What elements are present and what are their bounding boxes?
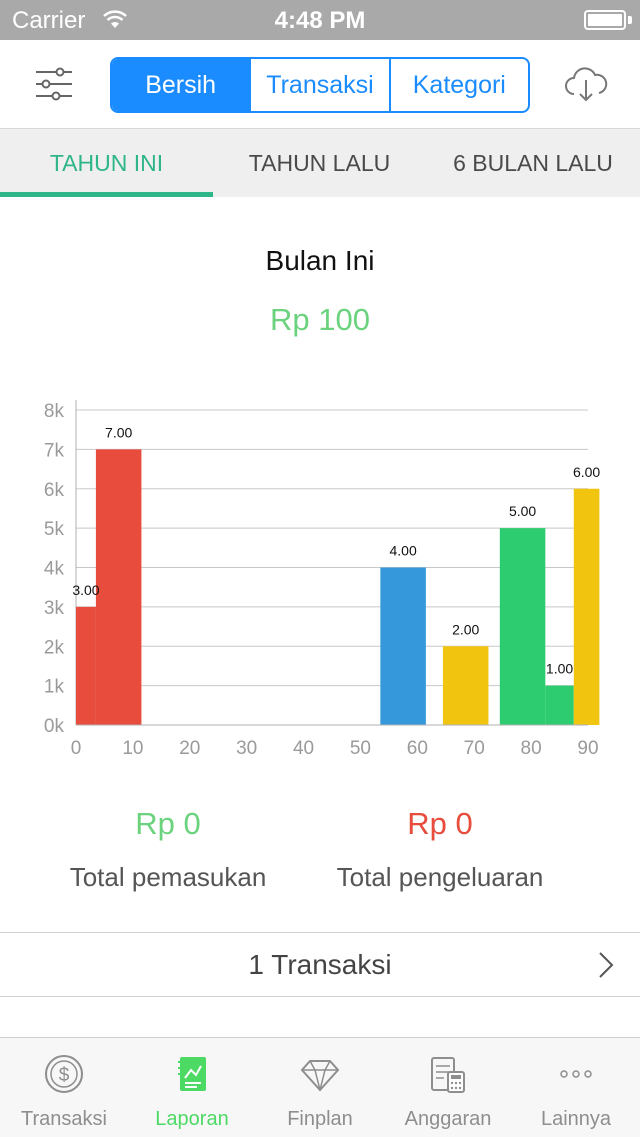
- svg-text:$: $: [59, 1065, 70, 1086]
- chart-bar: [76, 606, 96, 725]
- y-tick-label: 0k: [44, 716, 65, 737]
- income-amount: Rp 0: [135, 806, 201, 841]
- cloud-download-icon[interactable]: [562, 64, 610, 104]
- y-tick-label: 7k: [44, 440, 65, 461]
- y-tick-label: 4k: [44, 559, 65, 580]
- expense-label: Total pengeluaran: [336, 862, 544, 892]
- expense-amount: Rp 0: [407, 806, 473, 841]
- report-icon: [178, 1057, 206, 1091]
- bar-value-label: 4.00: [389, 543, 416, 559]
- y-tick-label: 5k: [44, 519, 65, 540]
- period-tabs: TAHUN INI TAHUN LALU 6 BULAN LALU: [0, 129, 640, 197]
- x-tick-label: 90: [577, 738, 598, 759]
- battery-icon: [584, 10, 626, 30]
- tab-transaksi[interactable]: $ Transaksi: [0, 1038, 128, 1137]
- bar-value-label: 5.00: [509, 503, 536, 519]
- tab-tahun-lalu[interactable]: TAHUN LALU: [248, 149, 391, 176]
- x-tick-label: 60: [407, 738, 428, 759]
- chevron-right-icon: [599, 952, 614, 978]
- segment-kategori[interactable]: Kategori: [388, 59, 528, 111]
- x-tick-label: 10: [122, 738, 143, 759]
- x-tick-label: 0: [71, 738, 82, 759]
- bar-value-label: 7.00: [105, 424, 132, 440]
- tab-transaksi-label: Transaksi: [21, 1108, 107, 1130]
- status-bar: Carrier 4:48 PM: [0, 0, 640, 40]
- y-tick-label: 8k: [44, 401, 65, 422]
- more-dots-icon: [560, 1070, 592, 1078]
- y-tick-label: 3k: [44, 598, 65, 619]
- bar-value-label: 3.00: [72, 582, 99, 598]
- x-tick-label: 50: [350, 738, 371, 759]
- x-tick-label: 70: [464, 738, 485, 759]
- tab-anggaran[interactable]: Anggaran: [384, 1038, 512, 1137]
- chart-bar: [95, 449, 142, 725]
- tab-finplan[interactable]: Finplan: [256, 1038, 384, 1137]
- tab-anggaran-label: Anggaran: [404, 1108, 492, 1130]
- diamond-icon: [300, 1060, 340, 1092]
- chart-bar: [442, 646, 489, 725]
- x-tick-label: 30: [236, 738, 257, 759]
- transactions-count-label: 1 Transaksi: [248, 949, 392, 980]
- y-tick-label: 2k: [44, 637, 65, 658]
- summary-amount: Rp 100: [270, 302, 370, 337]
- bar-value-label: 1.00: [546, 661, 573, 677]
- y-tick-label: 1k: [44, 677, 65, 698]
- tab-lainnya-label: Lainnya: [540, 1108, 612, 1130]
- bar-value-label: 6.00: [573, 464, 600, 480]
- segment-transaksi[interactable]: Transaksi: [249, 59, 388, 111]
- chart-bar: [380, 567, 426, 725]
- carrier-label: Carrier: [12, 7, 86, 34]
- chart-bar: [545, 685, 574, 725]
- net-bar-chart: 0k 1k 2k 3k 4k 5k 6k 7k 8k 3.00 7.00 4.00 2.00 5.00 1.…: [44, 400, 600, 759]
- active-tab-indicator: [0, 192, 213, 197]
- tab-finplan-label: Finplan: [287, 1108, 353, 1130]
- wifi-icon: [103, 10, 127, 28]
- transactions-row[interactable]: 1 Transaksi: [0, 932, 640, 997]
- filter-sliders-icon[interactable]: [34, 64, 74, 104]
- tab-laporan[interactable]: Laporan: [128, 1038, 256, 1137]
- dollar-coin-icon: $: [45, 1055, 83, 1093]
- bottom-tab-bar: $ Transaksi Laporan Finplan: [0, 1037, 640, 1137]
- view-segmented-control: Bersih Transaksi Kategori: [110, 57, 530, 113]
- chart-bar: [573, 488, 600, 725]
- tab-laporan-label: Laporan: [155, 1108, 229, 1130]
- segment-bersih[interactable]: Bersih: [112, 59, 250, 111]
- status-time: 4:48 PM: [274, 7, 366, 34]
- income-label: Total pemasukan: [69, 862, 267, 892]
- budget-calculator-icon: [431, 1057, 465, 1093]
- x-tick-label: 40: [293, 738, 314, 759]
- y-tick-label: 6k: [44, 480, 65, 501]
- bar-value-label: 2.00: [452, 621, 479, 637]
- summary-title: Bulan Ini: [265, 245, 375, 276]
- chart-bar: [499, 528, 546, 725]
- nav-bar: Bersih Transaksi Kategori: [0, 40, 640, 129]
- x-tick-label: 20: [179, 738, 200, 759]
- tab-tahun-ini[interactable]: TAHUN INI: [49, 149, 164, 176]
- battery-tip: [628, 16, 632, 24]
- x-tick-label: 80: [521, 738, 542, 759]
- tab-lainnya[interactable]: Lainnya: [512, 1038, 640, 1137]
- tab-6-bulan-lalu[interactable]: 6 BULAN LALU: [453, 149, 613, 176]
